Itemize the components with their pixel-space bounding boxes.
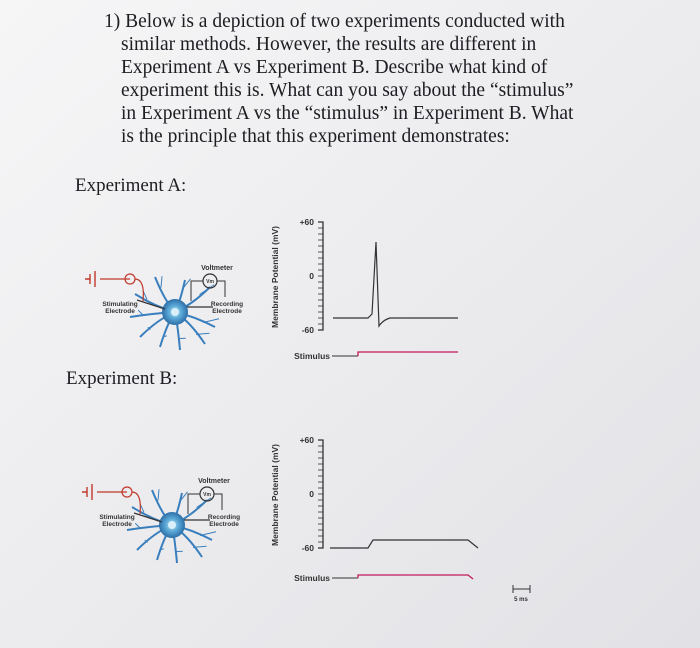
voltmeter-wires: [187, 493, 223, 514]
neuron-diagram: VmVoltmeterStimulatingElectrodeRecording…: [82, 478, 240, 564]
stim-source: [124, 273, 136, 285]
scale-bar-label: 5 ms: [514, 597, 528, 603]
stimulating-label: Stimulating: [102, 301, 137, 308]
dendrite-branch: [147, 326, 151, 330]
tick-label: 0: [309, 271, 314, 281]
stim-source: [121, 486, 133, 498]
stimulating-label: Stimulating: [99, 514, 134, 521]
dendrite-branch: [178, 491, 188, 503]
stimulus-label: Stimulus: [294, 573, 330, 583]
neuron-diagram: VmVoltmeterStimulatingElectrodeRecording…: [85, 265, 243, 351]
voltmeter-label: Voltmeter: [198, 478, 230, 485]
nucleus: [168, 521, 176, 529]
dendrite-branch: [181, 278, 191, 290]
potential-plot: Membrane Potential (mV) +60 0 -60 Stimulus: [270, 217, 458, 361]
membrane-trace: [333, 241, 458, 328]
tick-label: 0: [309, 489, 314, 499]
voltmeter-wires: [190, 280, 226, 301]
experiment-heading: Experiment A:: [75, 175, 186, 196]
dendrite-branch: [195, 332, 210, 335]
question-line: Experiment A vs Experiment B. Describe w…: [121, 57, 548, 78]
dendrite-branch: [199, 531, 217, 536]
dendrite-branch: [196, 497, 212, 508]
stim-electrode: [133, 512, 163, 523]
stimulus-trace: [357, 574, 474, 580]
content: 1) Below is a depiction of two experimen…: [66, 11, 574, 603]
stimulating-label: Electrode: [105, 308, 135, 315]
dendrite-branch: [144, 539, 148, 543]
dendrite-branch: [157, 489, 160, 501]
tick-label: -60: [302, 325, 315, 335]
dendrite-branch: [202, 318, 220, 323]
y-axis-label: Membrane Potential (mV): [270, 226, 280, 328]
meter-label: Vm: [206, 279, 214, 285]
dendrite-branch: [160, 276, 163, 288]
dendrite-branch: [192, 545, 207, 548]
recording-label: Recording: [211, 301, 243, 308]
experiment-heading: Experiment B:: [66, 368, 177, 389]
voltmeter-label: Voltmeter: [201, 265, 233, 272]
tick-label: +60: [300, 435, 315, 445]
question-line: 1) Below is a depiction of two experimen…: [104, 11, 565, 32]
meter-label: Vm: [203, 492, 211, 498]
membrane-trace: [330, 539, 479, 549]
battery: [82, 484, 93, 500]
dendrite-branch: [137, 309, 144, 316]
recording-label: Electrode: [209, 521, 239, 528]
scale-bar: [512, 585, 531, 593]
tick-label: -60: [302, 543, 315, 553]
potential-plot: Membrane Potential (mV) +60 0 -60 Stimulus: [270, 435, 479, 583]
tick-label: +60: [300, 217, 315, 227]
dendrite-branch: [164, 335, 167, 337]
nucleus: [171, 308, 179, 316]
battery: [85, 271, 96, 287]
dendrite-branch: [134, 522, 141, 529]
y-axis-label: Membrane Potential (mV): [270, 444, 280, 546]
recording-label: Electrode: [212, 308, 242, 315]
stimulus-trace: [357, 351, 458, 356]
recording-label: Recording: [208, 514, 240, 521]
question-line: in Experiment A vs the “stimulus” in Exp…: [121, 103, 574, 124]
question-line: experiment this is. What can you say abo…: [121, 80, 573, 101]
dendrite-branch: [199, 284, 215, 295]
question-line: similar methods. However, the results ar…: [121, 34, 537, 55]
stimulating-label: Electrode: [102, 521, 132, 528]
stimulus-label: Stimulus: [294, 351, 330, 361]
stim-electrode: [136, 299, 166, 310]
dendrite-branch: [161, 548, 164, 550]
question-line: is the principle that this experiment de…: [121, 126, 510, 147]
